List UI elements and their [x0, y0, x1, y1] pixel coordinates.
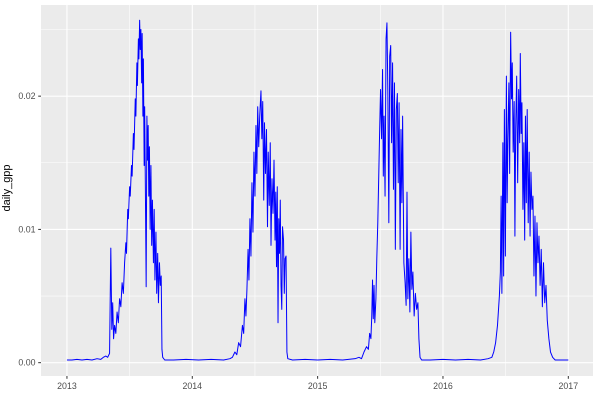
x-tick-label: 2016	[433, 381, 453, 391]
x-tick-label: 2015	[308, 381, 328, 391]
x-tick-label: 2014	[182, 381, 202, 391]
x-tick-label: 2017	[559, 381, 579, 391]
y-tick-label: 0.02	[18, 91, 35, 101]
plot-panel	[41, 5, 593, 376]
x-tick-label: 2013	[57, 381, 77, 391]
y-tick-label: 0.01	[18, 224, 35, 234]
y-tick-label: 0.00	[18, 358, 35, 368]
y-axis-title: daily_gpp	[1, 164, 13, 212]
data-line-daily_gpp	[66, 19, 569, 361]
